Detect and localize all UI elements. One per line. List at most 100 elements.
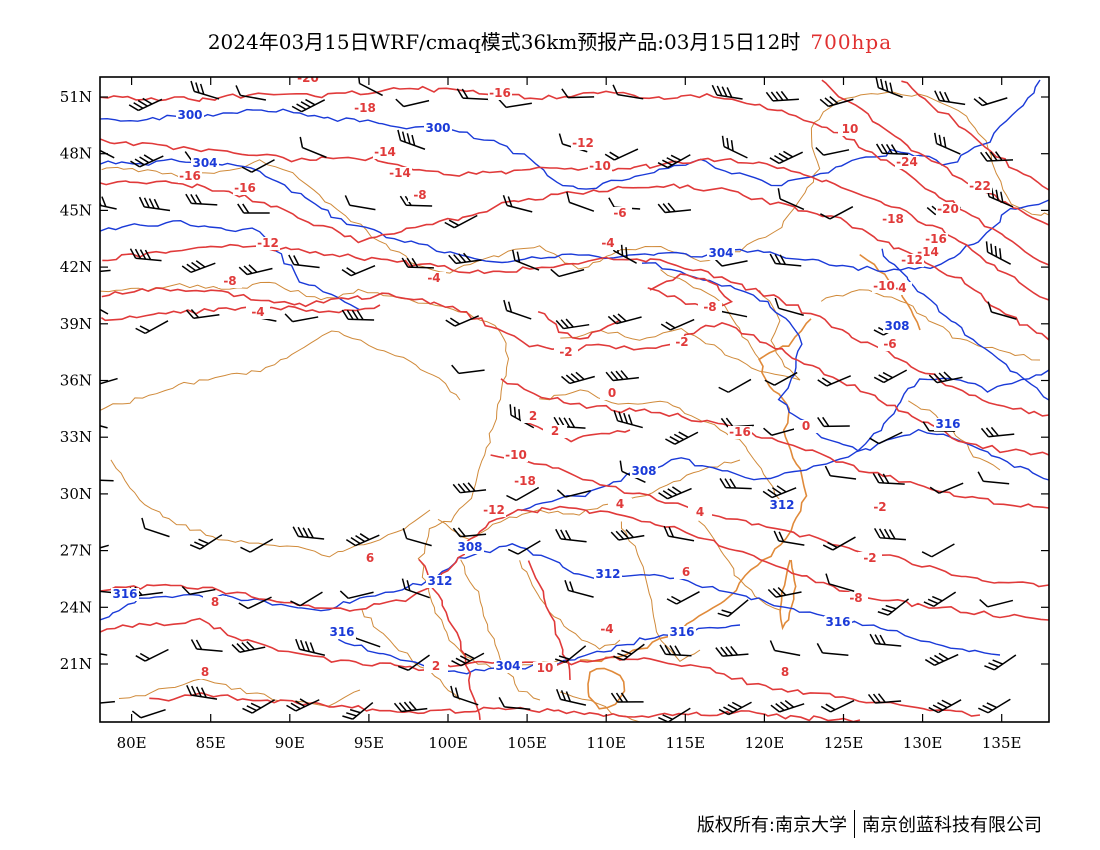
temperature-label: -2 bbox=[559, 345, 572, 359]
wind-barb bbox=[135, 320, 169, 335]
wind-barb bbox=[824, 465, 857, 480]
temperature-label-bg bbox=[256, 237, 280, 250]
temperature-label-bg bbox=[422, 272, 446, 285]
temperature-label: -18 bbox=[514, 474, 536, 488]
temperature-label-bg bbox=[543, 425, 567, 438]
wind-barb bbox=[659, 644, 692, 657]
temperature-label: -10 bbox=[873, 279, 895, 293]
wind-barb bbox=[237, 203, 270, 214]
wind-barb bbox=[135, 648, 169, 662]
wind-barb bbox=[550, 268, 585, 278]
wind-barb bbox=[612, 84, 644, 100]
lon-tick-label: 135E bbox=[982, 734, 1022, 752]
wind-barb bbox=[979, 599, 1014, 608]
wind-barb bbox=[185, 193, 218, 206]
temperature-label-bg bbox=[388, 167, 412, 180]
wind-barb bbox=[873, 528, 906, 541]
temperature-label-bg bbox=[193, 666, 217, 679]
temperature-label: -16 bbox=[179, 169, 201, 183]
temperature-label: -12 bbox=[483, 503, 505, 517]
lon-tick-label: 110E bbox=[586, 734, 626, 752]
temperature-label-bg bbox=[595, 623, 619, 636]
temperature-contour bbox=[100, 85, 1049, 266]
height-label-bg bbox=[424, 122, 452, 135]
temperature-label-bg bbox=[600, 387, 624, 400]
lon-tick-label: 95E bbox=[354, 734, 384, 752]
lon-tick-label: 80E bbox=[117, 734, 147, 752]
temperature-label: 8 bbox=[211, 595, 219, 609]
temperature-label-bg bbox=[924, 233, 948, 246]
wind-barb bbox=[819, 96, 854, 108]
wind-barb bbox=[100, 650, 108, 656]
temperature-label-bg bbox=[424, 660, 448, 673]
temperature-label: 8 bbox=[201, 665, 209, 679]
wind-barb bbox=[444, 214, 478, 229]
wind-barb bbox=[875, 143, 909, 156]
height-contour bbox=[100, 158, 1049, 273]
height-labels: 300 300 304 304 308 308 308 312 312 312 316 316 316 3… bbox=[111, 108, 962, 673]
temperature-label-bg bbox=[296, 77, 320, 85]
temperature-label: -2 bbox=[873, 500, 886, 514]
footer-copyright: 版权所有:南京大学 bbox=[696, 815, 847, 836]
temperature-contour bbox=[500, 378, 1049, 509]
wind-barb bbox=[341, 264, 376, 277]
axis-tick-labels: 51N 48N 45N 42N 39N 36N 33N 30N 27N 24N 21N 80E 85E 9… bbox=[60, 88, 1022, 752]
lon-tick-label: 125E bbox=[824, 734, 864, 752]
temperature-contours bbox=[100, 79, 1049, 722]
map-title: 2024年03月15日WRF/cmaq模式36km预报产品:03月15日12时 7… bbox=[0, 26, 1100, 55]
wind-barb bbox=[973, 96, 1008, 107]
temperature-label: -8 bbox=[703, 300, 716, 314]
temperature-label-bg bbox=[178, 170, 202, 183]
footer-separator bbox=[854, 810, 855, 838]
height-label: 304 bbox=[192, 156, 217, 170]
temperature-label: -8 bbox=[413, 188, 426, 202]
temperature-label-bg bbox=[233, 182, 257, 195]
wind-barb bbox=[341, 309, 375, 321]
wind-barb bbox=[665, 431, 699, 445]
wind-barb bbox=[777, 188, 805, 211]
wind-barb bbox=[402, 528, 432, 547]
wind-barb bbox=[769, 150, 803, 165]
wind-barb bbox=[867, 693, 902, 704]
wind-barb bbox=[610, 692, 644, 703]
wind-barb bbox=[129, 248, 162, 262]
wind-barb bbox=[100, 544, 109, 554]
temperature-label-bg bbox=[878, 338, 902, 351]
wind-barb bbox=[873, 369, 908, 384]
height-label-bg bbox=[934, 418, 962, 431]
temperature-label-bg bbox=[872, 280, 896, 293]
wind-barb bbox=[357, 77, 383, 97]
wind-barb bbox=[130, 154, 164, 168]
height-label: 308 bbox=[631, 464, 656, 478]
wind-barb bbox=[502, 194, 533, 213]
border-line bbox=[560, 327, 801, 381]
height-label: 316 bbox=[329, 625, 354, 639]
wind-barb bbox=[817, 416, 850, 428]
wind-barb bbox=[240, 538, 274, 553]
height-contour bbox=[100, 219, 361, 311]
temperature-label: 0 bbox=[608, 386, 616, 400]
wind-barb bbox=[181, 585, 216, 595]
height-label: 312 bbox=[427, 574, 452, 588]
wind-barb bbox=[663, 525, 695, 542]
wind-barb bbox=[445, 315, 480, 327]
border-line bbox=[361, 608, 461, 701]
temperature-label-bg bbox=[358, 552, 382, 565]
wind-barb bbox=[345, 533, 380, 547]
border-line bbox=[437, 459, 741, 541]
height-label-bg bbox=[883, 320, 911, 333]
wind-barb bbox=[190, 639, 223, 653]
wind-barb bbox=[100, 145, 115, 159]
wind-barbs bbox=[100, 77, 1017, 722]
wind-barb bbox=[185, 308, 220, 320]
height-label: 304 bbox=[495, 659, 520, 673]
wind-barb bbox=[456, 88, 489, 101]
wind-barb bbox=[977, 471, 1010, 485]
wind-barb bbox=[290, 591, 323, 607]
temperature-label-bg bbox=[936, 203, 960, 216]
temperature-contour bbox=[100, 180, 1049, 341]
wind-barb bbox=[235, 85, 267, 101]
height-label-bg bbox=[824, 616, 852, 629]
wind-barb bbox=[554, 645, 587, 664]
